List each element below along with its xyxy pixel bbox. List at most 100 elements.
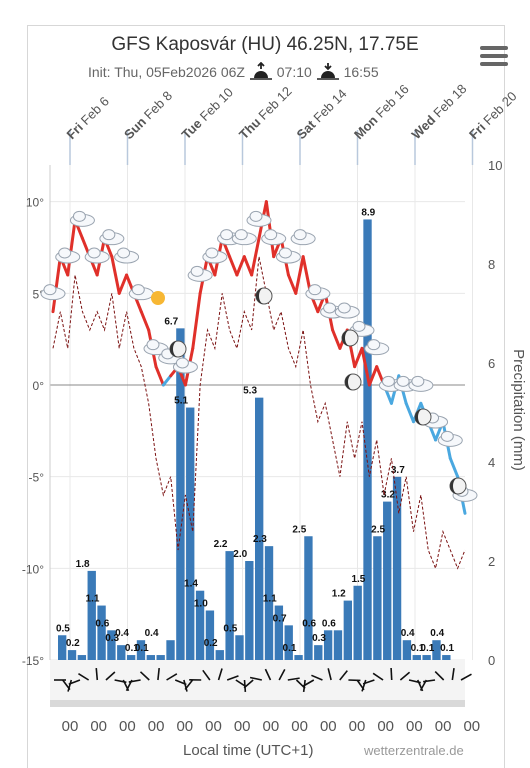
wind-barb bbox=[128, 679, 141, 683]
hour-label: 00 bbox=[90, 718, 107, 735]
precip-value-label: 0.1 bbox=[420, 643, 434, 654]
temperature-line-segment bbox=[250, 236, 261, 277]
day-label: Mon Feb 16 bbox=[351, 81, 412, 142]
temperature-line-segment bbox=[264, 200, 276, 259]
hamburger-menu-icon[interactable] bbox=[480, 46, 508, 70]
precip-value-label: 0.5 bbox=[223, 623, 237, 634]
hour-label: 00 bbox=[205, 718, 222, 735]
precip-value-label: 0.4 bbox=[145, 628, 159, 639]
wind-barb bbox=[287, 677, 300, 681]
moon-icon bbox=[169, 340, 187, 358]
temp-tick-label: 10° bbox=[26, 196, 44, 210]
wind-strip bbox=[50, 660, 465, 700]
cloud-icon bbox=[84, 247, 110, 264]
cloud-icon bbox=[69, 210, 95, 227]
cloud-icon bbox=[305, 284, 331, 301]
temperature-line-segment bbox=[367, 365, 379, 387]
hour-label: 00 bbox=[406, 718, 423, 735]
precip-bar bbox=[314, 645, 323, 660]
precip-value-label: 2.5 bbox=[292, 524, 306, 535]
precip-bar bbox=[383, 501, 392, 660]
precip-value-label: 0.1 bbox=[135, 643, 149, 654]
cloud-icon bbox=[364, 339, 390, 356]
precip-value-label: 0.6 bbox=[95, 618, 109, 629]
credit-text: wetterzentrale.de bbox=[364, 743, 464, 758]
precip-bar bbox=[353, 585, 362, 660]
precip-value-label: 6.7 bbox=[164, 316, 178, 327]
precip-bar bbox=[402, 640, 412, 660]
chart-title: GFS Kaposvár (HU) 46.25N, 17.75E bbox=[111, 34, 419, 55]
local-time-label: Local time (UTC+1) bbox=[183, 742, 314, 759]
precip-value-label: 1.1 bbox=[263, 594, 277, 605]
day-label: Wed Feb 18 bbox=[409, 81, 470, 142]
sunset-icon bbox=[316, 63, 339, 80]
wind-barb bbox=[202, 669, 211, 681]
day-label: Fri Feb 20 bbox=[466, 89, 520, 143]
precip-value-label: 0.1 bbox=[411, 643, 425, 654]
wind-barb bbox=[327, 668, 332, 681]
precip-bar bbox=[274, 605, 284, 660]
precip-bar bbox=[245, 561, 254, 660]
precip-bar bbox=[304, 536, 313, 660]
precip-bar bbox=[442, 655, 451, 660]
cloud-icon bbox=[290, 229, 316, 246]
wind-barb bbox=[78, 672, 90, 681]
wind-barb bbox=[243, 679, 254, 689]
temperature-line-segment bbox=[242, 255, 254, 277]
precip-bar bbox=[176, 328, 185, 660]
hour-label: 00 bbox=[320, 718, 337, 735]
temperature-line-segment bbox=[331, 328, 342, 350]
temperature-line-segment bbox=[294, 255, 305, 295]
wind-barb bbox=[157, 667, 160, 681]
temperature-line-segment bbox=[353, 346, 364, 369]
precip-value-label: 3.2 bbox=[381, 490, 395, 501]
temperature-line-segment bbox=[66, 218, 77, 277]
moon-icon bbox=[341, 329, 359, 347]
hour-label: 00 bbox=[234, 718, 251, 735]
precip-bar bbox=[58, 635, 67, 660]
precip-value-label: 5.3 bbox=[243, 386, 257, 397]
precip-value-label: 0.2 bbox=[66, 638, 80, 649]
wind-barb bbox=[67, 679, 73, 692]
precip-value-label: 0.6 bbox=[322, 618, 336, 629]
hour-label: 00 bbox=[119, 718, 136, 735]
precip-bar bbox=[373, 536, 382, 660]
cloud-icon bbox=[437, 430, 463, 447]
wind-barb bbox=[339, 670, 348, 681]
precip-bar bbox=[422, 655, 431, 660]
precip-bar bbox=[97, 605, 106, 660]
cloud-icon bbox=[114, 247, 140, 264]
temperature-line-segment bbox=[286, 273, 298, 295]
chart-frame bbox=[27, 25, 505, 768]
precip-value-label: 2.2 bbox=[214, 539, 228, 550]
cloud-icon bbox=[275, 247, 301, 264]
wind-barb bbox=[434, 670, 445, 681]
precip-value-label: 1.0 bbox=[194, 599, 208, 610]
wind-barb bbox=[372, 672, 384, 681]
temperature-line-segment bbox=[139, 310, 151, 332]
temp-tick-label: -10° bbox=[22, 562, 44, 576]
precip-tick-label: 4 bbox=[488, 455, 495, 470]
precip-bar bbox=[77, 655, 87, 660]
wind-barb bbox=[184, 679, 194, 690]
precip-bar bbox=[363, 219, 372, 660]
precip-bar bbox=[412, 655, 421, 660]
moon-icon bbox=[255, 287, 273, 305]
precip-tick-label: 6 bbox=[488, 356, 495, 371]
hour-label: 00 bbox=[62, 718, 79, 735]
cloud-icon bbox=[128, 284, 154, 301]
precip-value-label: 1.8 bbox=[76, 559, 90, 570]
wind-barb bbox=[302, 679, 315, 687]
precip-bar bbox=[195, 590, 205, 660]
precip-bar bbox=[146, 655, 155, 660]
dewpoint-line bbox=[52, 256, 466, 571]
precip-value-label: 0.3 bbox=[312, 633, 326, 644]
hour-label: 00 bbox=[435, 718, 452, 735]
cloud-icon bbox=[55, 247, 81, 264]
precip-value-label: 0.1 bbox=[283, 643, 297, 654]
wind-barb bbox=[362, 679, 375, 685]
precip-bar bbox=[126, 655, 136, 660]
temperature-line-segment bbox=[448, 456, 460, 479]
wind-barb bbox=[183, 679, 188, 692]
cloud-icon bbox=[99, 229, 125, 246]
